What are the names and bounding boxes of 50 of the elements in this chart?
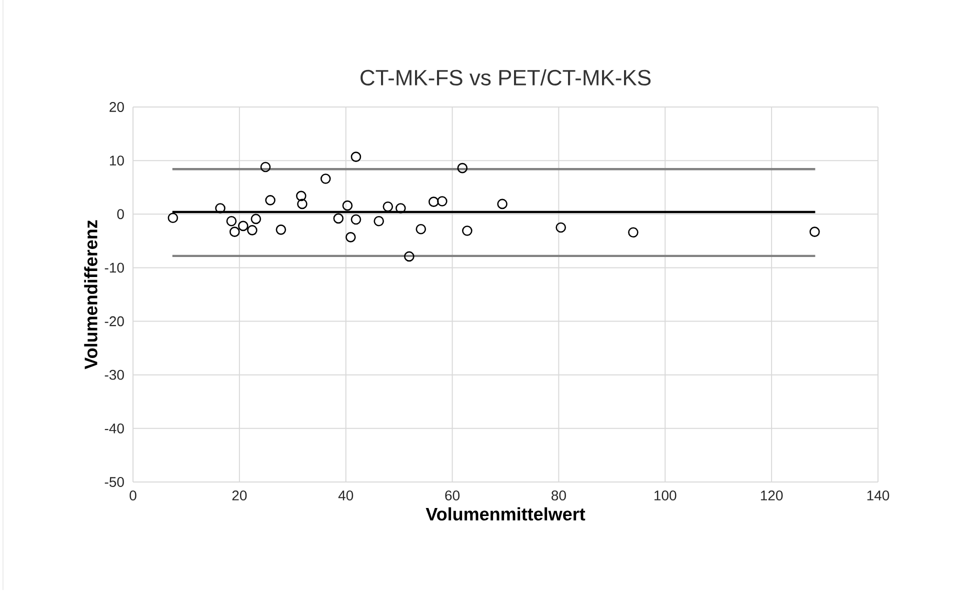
y-tick-label: -50 [104, 477, 124, 487]
y-axis-title: Volumendifferenz [84, 220, 98, 370]
point [810, 226, 820, 237]
y-tick-label: -40 [104, 423, 124, 434]
x-tick-label: 20 [232, 490, 247, 500]
point [396, 203, 406, 214]
point [333, 213, 344, 224]
point [374, 216, 384, 226]
x-tick-label: 40 [338, 490, 354, 500]
x-tick-label: 120 [760, 490, 783, 500]
y-tick-label: -30 [104, 370, 124, 380]
point [296, 190, 306, 202]
point [260, 162, 271, 172]
x-axis-title: Volumenmittelwert [426, 507, 586, 521]
point [462, 226, 472, 236]
point [556, 222, 566, 233]
x-tick-label: 100 [654, 490, 676, 500]
point [297, 198, 308, 210]
point [416, 224, 426, 234]
point [247, 225, 258, 236]
point [226, 216, 237, 226]
point [215, 203, 226, 214]
point [497, 198, 508, 210]
point [457, 162, 468, 174]
y-tick-label: 20 [110, 102, 124, 112]
point [428, 196, 439, 207]
y-tick-label: -20 [104, 316, 124, 326]
point [250, 214, 262, 224]
point [382, 201, 394, 212]
point [342, 200, 353, 211]
point [229, 226, 240, 237]
point [628, 227, 638, 238]
point [346, 232, 356, 242]
point [320, 174, 331, 184]
point [437, 196, 448, 206]
point [168, 212, 178, 224]
point [238, 220, 248, 232]
x-tick-label: 60 [445, 490, 460, 500]
x-tick-label: 80 [552, 490, 566, 500]
chart-title: CT-MK-FS vs PET/CT-MK-KS [360, 69, 651, 86]
point [276, 224, 286, 235]
x-tick-label: 0 [130, 490, 136, 500]
point [350, 152, 362, 162]
point [404, 251, 414, 262]
x-tick-label: 140 [867, 490, 890, 500]
point [265, 195, 276, 206]
point [350, 214, 362, 225]
y-tick-label: 0 [117, 209, 124, 220]
y-tick-label: 10 [110, 156, 124, 166]
y-tick-label: -10 [104, 262, 124, 273]
